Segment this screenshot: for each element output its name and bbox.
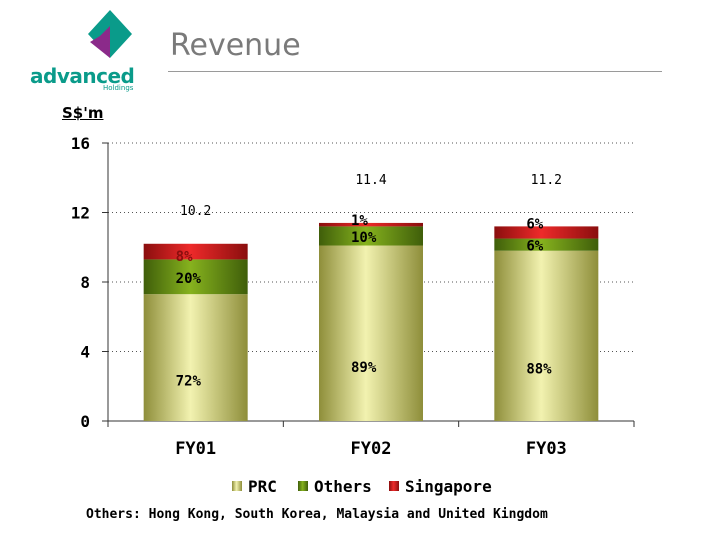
legend-label-prc: PRC [248,477,277,496]
bar-percent-label: 6% [526,239,543,255]
bar-percent-label: 6% [526,216,543,232]
logo-wordmark: advanced [30,64,135,88]
x-tick-label: FY03 [526,439,567,459]
bar-percent-label: 20% [176,271,202,287]
bar-percent-label: 89% [351,360,377,376]
bar-others-fy02 [319,226,423,246]
footnote: Others: Hong Kong, South Korea, Malaysia… [86,507,548,522]
legend-swatch-others [298,481,308,491]
bar-total-label: 10.2 [180,204,211,219]
y-tick-label: 8 [80,273,90,292]
bar-singapore-fy03 [494,226,599,239]
page-title: Revenue [170,28,301,63]
bar-percent-label: 1% [351,213,368,229]
y-tick-label: 4 [80,343,90,362]
bar-prc-fy01 [143,294,248,421]
logo-diamond-purple [90,26,110,58]
bar-singapore-fy01 [143,243,248,260]
bar-total-label: 11.4 [355,173,386,188]
y-unit-label: S$'m [62,104,104,122]
bar-percent-label: 88% [526,361,552,377]
legend-swatch-prc [232,481,242,491]
bar-total-label: 11.2 [531,173,562,188]
bar-percent-label: 72% [176,373,202,389]
bar-others-fy03 [494,238,599,251]
x-tick-label: FY01 [175,439,216,459]
legend-label-others: Others [314,477,372,496]
logo-subtitle: Holdings [103,84,134,92]
legend-label-singapore: Singapore [405,477,492,496]
y-tick-label: 12 [71,204,90,223]
title-divider [168,71,662,72]
y-tick-label: 0 [80,412,90,431]
company-logo [88,10,132,58]
y-tick-label: 16 [71,134,90,153]
bar-singapore-fy02 [319,222,423,227]
bar-percent-label: 10% [351,230,377,246]
bar-others-fy01 [143,259,248,295]
x-tick-label: FY02 [351,439,392,459]
bar-percent-label: 8% [176,249,193,265]
bar-prc-fy02 [319,245,423,421]
legend-swatch-singapore [389,481,399,491]
bar-prc-fy03 [494,250,599,421]
